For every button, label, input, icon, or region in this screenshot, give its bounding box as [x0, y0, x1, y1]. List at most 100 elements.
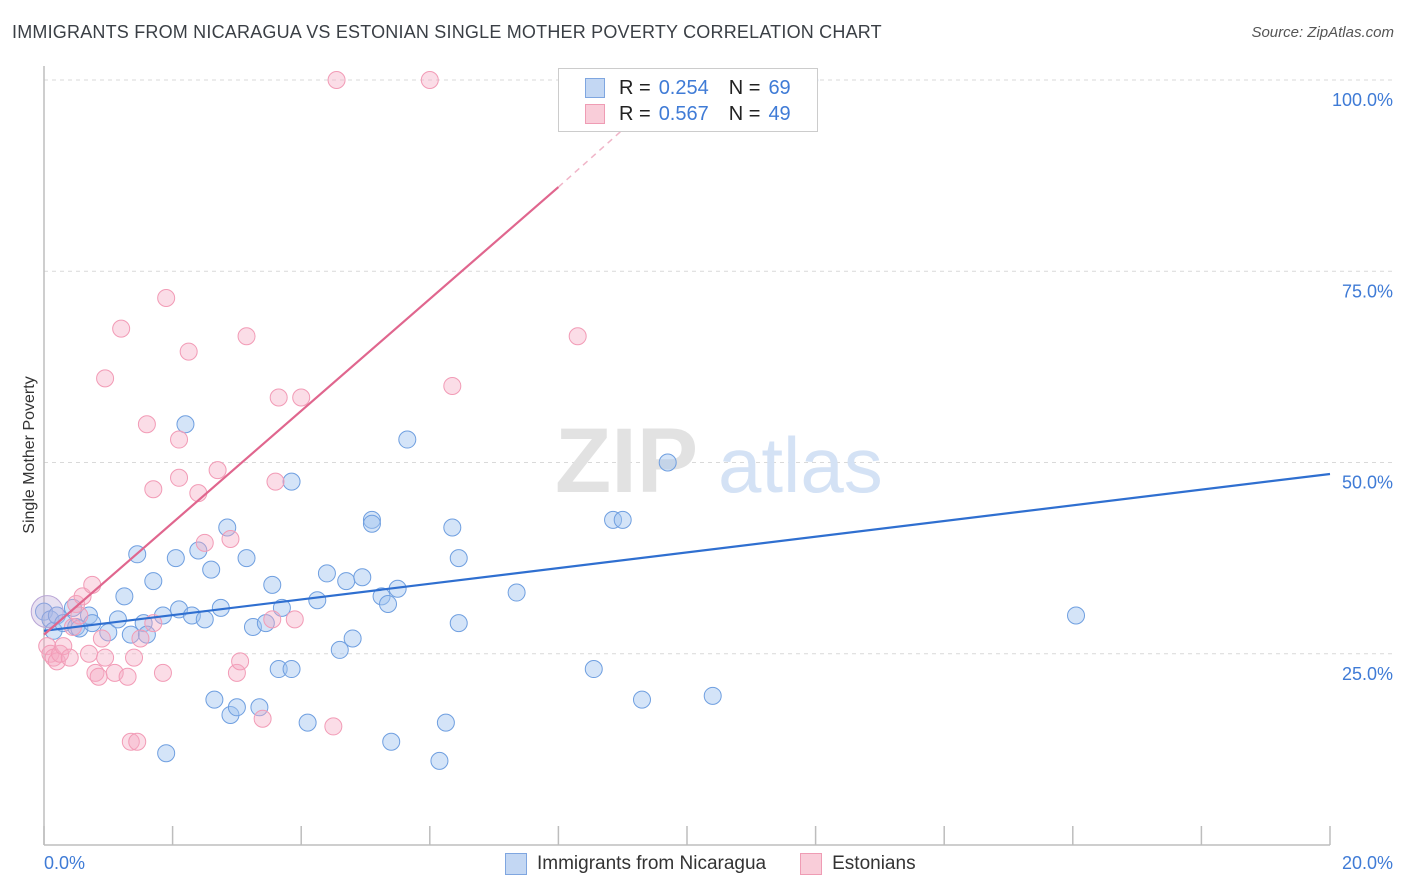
- legend-n-value: 49: [768, 102, 791, 125]
- chart-title: IMMIGRANTS FROM NICARAGUA VS ESTONIAN SI…: [12, 22, 882, 42]
- trend-line-nicaragua: [43, 472, 1331, 632]
- point-estonians: [80, 644, 99, 663]
- point-nicaragua: [382, 732, 401, 751]
- point-estonians: [131, 629, 150, 648]
- point-nicaragua: [337, 572, 356, 591]
- point-nicaragua: [272, 598, 291, 617]
- point-nicaragua: [436, 713, 455, 732]
- legend-swatch-pink: [800, 853, 823, 875]
- legend-swatch-blue: [585, 78, 605, 98]
- watermark-zip: ZIP: [555, 410, 698, 512]
- legend-r-value: 0.254: [658, 76, 709, 99]
- point-nicaragua: [308, 591, 327, 610]
- legend-row-pink: R = 0.567 N = 49: [585, 103, 791, 125]
- point-nicaragua: [317, 564, 336, 583]
- legend-top: R = 0.254 N = 69 R = 0.567 N = 49: [558, 68, 818, 132]
- point-estonians: [170, 430, 189, 449]
- point-estonians: [137, 415, 156, 434]
- point-estonians: [420, 71, 439, 89]
- point-nicaragua: [298, 713, 317, 732]
- point-nicaragua: [613, 510, 632, 529]
- legend-n-value: 69: [768, 76, 791, 99]
- y-tick-label: 50.0%: [1342, 473, 1393, 493]
- point-nicaragua: [1067, 606, 1086, 625]
- point-estonians: [253, 709, 272, 728]
- point-nicaragua: [507, 583, 526, 602]
- point-nicaragua: [353, 568, 372, 587]
- legend-r-label: R =: [619, 102, 651, 125]
- point-nicaragua: [703, 686, 722, 705]
- trend-lines: [43, 117, 1331, 636]
- point-nicaragua: [372, 587, 391, 606]
- point-estonians: [128, 732, 147, 751]
- point-estonians: [237, 327, 256, 346]
- tick-labels: 25.0% 50.0% 75.0% 100.0% 0.0% 20.0%: [44, 90, 1393, 873]
- x-tick-label: 20.0%: [1342, 853, 1393, 873]
- point-estonians: [231, 652, 250, 671]
- point-nicaragua: [379, 595, 398, 614]
- point-estonians: [443, 377, 462, 395]
- point-nicaragua: [343, 629, 362, 648]
- point-nicaragua: [443, 518, 462, 537]
- point-estonians: [73, 587, 92, 606]
- point-estonians: [266, 472, 285, 491]
- point-nicaragua: [221, 705, 240, 724]
- y-tick-label: 25.0%: [1342, 664, 1393, 684]
- y-tick-label: 75.0%: [1342, 281, 1393, 301]
- point-nicaragua: [632, 690, 651, 709]
- point-estonians: [269, 388, 288, 407]
- point-estonians: [221, 530, 240, 548]
- legend-n-label: N =: [728, 102, 761, 125]
- point-estonians: [153, 663, 172, 682]
- source-label: Source: ZipAtlas.com: [1251, 24, 1394, 41]
- point-nicaragua: [202, 560, 221, 579]
- point-nicaragua: [282, 472, 301, 491]
- point-estonians: [67, 595, 86, 614]
- point-estonians: [121, 732, 140, 751]
- legend-swatch-blue: [505, 853, 527, 875]
- point-estonians: [96, 369, 115, 388]
- point-estonians: [70, 606, 89, 625]
- point-nicaragua: [584, 660, 603, 679]
- point-estonians: [144, 480, 163, 499]
- point-estonians: [118, 667, 137, 686]
- point-nicaragua: [189, 541, 208, 560]
- point-estonians: [227, 663, 246, 682]
- point-nicaragua: [362, 514, 381, 533]
- point-estonians: [263, 610, 282, 629]
- point-nicaragua: [121, 625, 140, 644]
- point-estonians: [324, 717, 343, 736]
- point-estonians: [89, 667, 108, 686]
- point-nicaragua: [227, 698, 246, 717]
- point-nicaragua: [144, 572, 163, 591]
- point-estonians: [327, 71, 346, 89]
- point-nicaragua: [263, 575, 282, 594]
- axes: [43, 66, 1331, 846]
- legend-row-blue: R = 0.254 N = 69: [585, 77, 791, 99]
- point-estonians: [208, 461, 227, 480]
- watermark-atlas: atlas: [718, 421, 883, 509]
- point-nicaragua: [362, 510, 381, 529]
- point-nicaragua: [449, 614, 468, 633]
- point-nicaragua: [250, 698, 269, 717]
- point-estonians: [157, 289, 176, 308]
- point-nicaragua: [237, 549, 256, 568]
- trend-line-estonians: [43, 186, 560, 636]
- point-nicaragua: [449, 549, 468, 568]
- point-estonians: [285, 610, 304, 629]
- point-estonians: [92, 629, 111, 648]
- x-tick-label: 0.0%: [44, 853, 85, 873]
- point-nicaragua: [604, 510, 623, 529]
- legend-label-nicaragua: Immigrants from Nicaragua: [537, 853, 767, 874]
- point-nicaragua: [108, 610, 127, 629]
- point-estonians: [170, 468, 189, 487]
- point-nicaragua: [205, 690, 224, 709]
- point-estonians: [96, 648, 115, 667]
- point-estonians: [125, 648, 144, 667]
- point-nicaragua: [658, 453, 677, 472]
- point-estonians: [195, 533, 214, 552]
- legend-bottom: Immigrants from Nicaragua Estonians: [505, 852, 916, 876]
- point-estonians: [292, 388, 311, 407]
